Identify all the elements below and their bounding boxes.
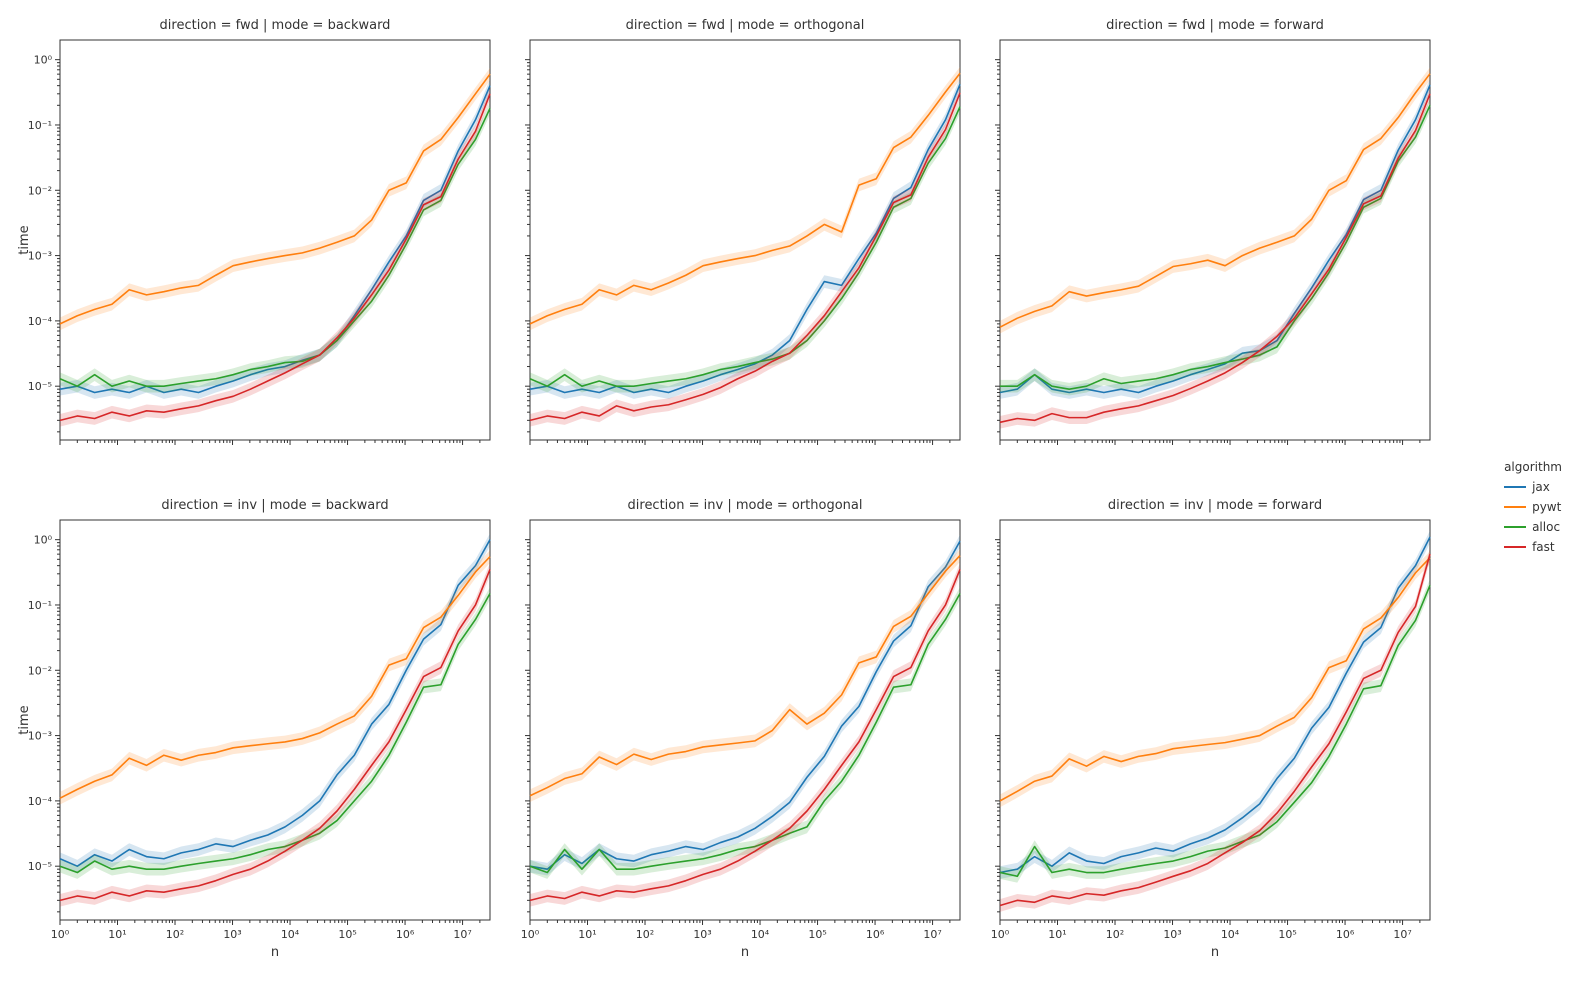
legend-item-alloc: alloc bbox=[1504, 518, 1562, 536]
series-line-jax bbox=[60, 86, 490, 393]
ci-band-jax bbox=[530, 78, 960, 399]
y-axis-label: time bbox=[17, 225, 32, 254]
svg-text:10⁷: 10⁷ bbox=[923, 928, 941, 941]
svg-text:10²: 10² bbox=[1106, 928, 1124, 941]
panel: direction = fwd | mode = forward bbox=[1000, 40, 1430, 440]
panel-title: direction = fwd | mode = orthogonal bbox=[530, 18, 960, 33]
svg-text:10²: 10² bbox=[636, 928, 654, 941]
legend-swatch bbox=[1504, 546, 1526, 548]
ci-band-jax bbox=[60, 79, 490, 399]
x-axis-label: n bbox=[530, 945, 960, 960]
svg-text:10⁻⁴: 10⁻⁴ bbox=[28, 795, 53, 808]
ci-band-jax bbox=[530, 535, 960, 876]
svg-text:10⁻²: 10⁻² bbox=[28, 184, 52, 197]
svg-text:10¹: 10¹ bbox=[578, 928, 596, 941]
svg-text:10⁵: 10⁵ bbox=[338, 928, 356, 941]
panel-title: direction = inv | mode = backward bbox=[60, 498, 490, 513]
series-line-jax bbox=[1000, 537, 1430, 873]
svg-text:10⁶: 10⁶ bbox=[866, 928, 885, 941]
svg-text:10⁻⁵: 10⁻⁵ bbox=[28, 380, 52, 393]
svg-text:10⁰: 10⁰ bbox=[34, 534, 53, 547]
panel-title: direction = inv | mode = orthogonal bbox=[530, 498, 960, 513]
ci-band-jax bbox=[1000, 531, 1430, 879]
svg-text:10⁰: 10⁰ bbox=[34, 54, 53, 67]
plot-area: 10⁻⁵10⁻⁴10⁻³10⁻²10⁻¹10⁰ bbox=[60, 40, 490, 440]
legend: algorithm jax pywt alloc fast bbox=[1504, 460, 1562, 558]
svg-text:10⁻²: 10⁻² bbox=[28, 664, 52, 677]
panel-title: direction = fwd | mode = forward bbox=[1000, 18, 1430, 33]
panel: direction = fwd | mode = orthogonal bbox=[530, 40, 960, 440]
svg-text:10⁰: 10⁰ bbox=[991, 928, 1010, 941]
svg-text:10⁶: 10⁶ bbox=[1336, 928, 1355, 941]
svg-text:10¹: 10¹ bbox=[108, 928, 126, 941]
plot-area bbox=[1000, 40, 1430, 440]
ci-band-jax bbox=[1000, 79, 1430, 399]
series-line-jax bbox=[530, 541, 960, 869]
svg-text:10⁷: 10⁷ bbox=[1393, 928, 1411, 941]
svg-text:10⁴: 10⁴ bbox=[1221, 928, 1240, 941]
panel: direction = inv | mode = backwardntime10… bbox=[60, 520, 490, 920]
svg-text:10⁻¹: 10⁻¹ bbox=[28, 119, 52, 132]
y-axis-label: time bbox=[17, 705, 32, 734]
panel-title: direction = inv | mode = forward bbox=[1000, 498, 1430, 513]
ci-band-jax bbox=[60, 533, 490, 872]
legend-label: alloc bbox=[1532, 520, 1560, 534]
legend-swatch bbox=[1504, 506, 1526, 508]
svg-text:10⁻⁴: 10⁻⁴ bbox=[28, 315, 53, 328]
legend-title: algorithm bbox=[1504, 460, 1562, 474]
svg-text:10⁶: 10⁶ bbox=[396, 928, 415, 941]
svg-text:10³: 10³ bbox=[223, 928, 241, 941]
legend-swatch bbox=[1504, 486, 1526, 488]
legend-swatch bbox=[1504, 526, 1526, 528]
svg-text:10⁵: 10⁵ bbox=[1278, 928, 1296, 941]
svg-text:10¹: 10¹ bbox=[1048, 928, 1066, 941]
x-axis-label: n bbox=[1000, 945, 1430, 960]
svg-text:10³: 10³ bbox=[693, 928, 711, 941]
plot-area: 10⁰10¹10²10³10⁴10⁵10⁶10⁷ bbox=[1000, 520, 1430, 920]
svg-text:10⁷: 10⁷ bbox=[453, 928, 471, 941]
plot-area: 10⁰10¹10²10³10⁴10⁵10⁶10⁷ bbox=[530, 520, 960, 920]
panel: direction = inv | mode = orthogonaln10⁰1… bbox=[530, 520, 960, 920]
legend-item-pywt: pywt bbox=[1504, 498, 1562, 516]
panel-title: direction = fwd | mode = backward bbox=[60, 18, 490, 33]
svg-text:10³: 10³ bbox=[1163, 928, 1181, 941]
svg-text:10⁴: 10⁴ bbox=[281, 928, 300, 941]
legend-label: fast bbox=[1532, 540, 1555, 554]
legend-label: pywt bbox=[1532, 500, 1561, 514]
svg-text:10⁰: 10⁰ bbox=[51, 928, 70, 941]
series-line-jax bbox=[530, 84, 960, 392]
series-line-jax bbox=[1000, 85, 1430, 393]
legend-label: jax bbox=[1532, 480, 1550, 494]
series-line-jax bbox=[60, 540, 490, 867]
panel: direction = inv | mode = forwardn10⁰10¹1… bbox=[1000, 520, 1430, 920]
svg-text:10²: 10² bbox=[166, 928, 184, 941]
svg-text:10⁻⁵: 10⁻⁵ bbox=[28, 860, 52, 873]
plot-area bbox=[530, 40, 960, 440]
legend-item-fast: fast bbox=[1504, 538, 1562, 556]
figure: direction = fwd | mode = backward time 10⁻… bbox=[0, 0, 1584, 1000]
legend-item-jax: jax bbox=[1504, 478, 1562, 496]
plot-area: 10⁰10¹10²10³10⁴10⁵10⁶10⁷10⁻⁵10⁻⁴10⁻³10⁻²… bbox=[60, 520, 490, 920]
svg-text:10⁻¹: 10⁻¹ bbox=[28, 599, 52, 612]
x-axis-label: n bbox=[60, 945, 490, 960]
svg-text:10⁴: 10⁴ bbox=[751, 928, 770, 941]
panel: direction = fwd | mode = backwardtime10⁻… bbox=[60, 40, 490, 440]
svg-text:10⁰: 10⁰ bbox=[521, 928, 540, 941]
svg-text:10⁵: 10⁵ bbox=[808, 928, 826, 941]
